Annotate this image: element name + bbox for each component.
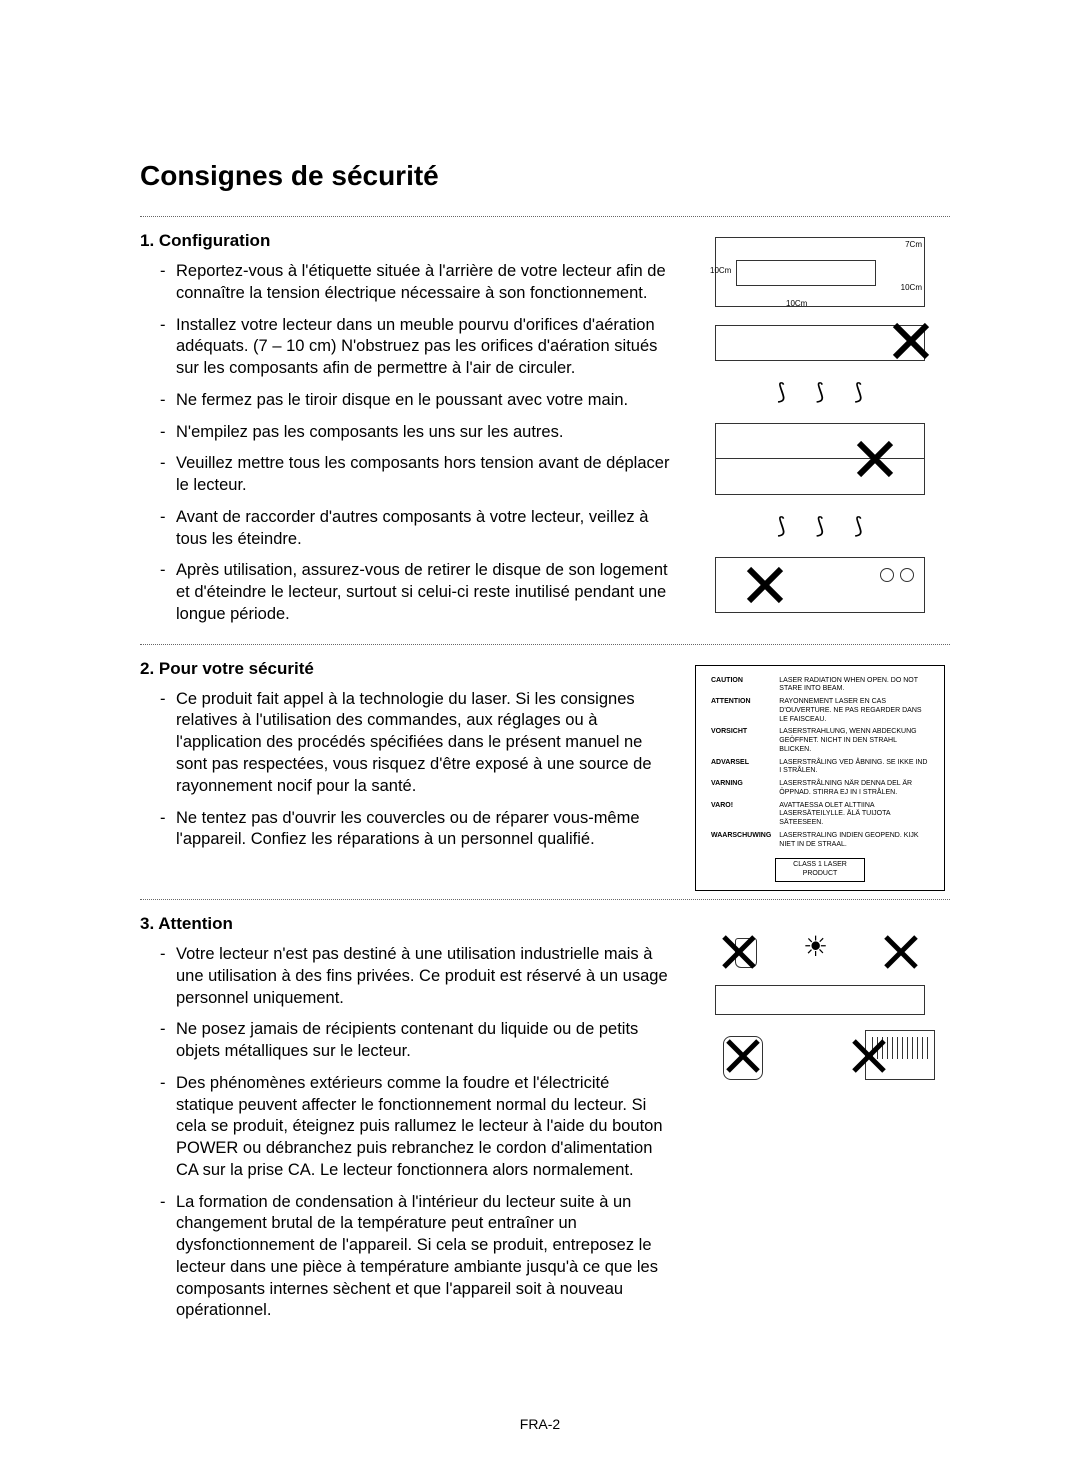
list-item: Installez votre lecteur dans un meuble p… (176, 315, 670, 380)
item-list: Reportez-vous à l'étiquette située à l'a… (140, 261, 670, 626)
divider (140, 644, 950, 645)
prohibition-icon (721, 934, 757, 970)
section-attention: 3. Attention Votre lecteur n'est pas des… (140, 914, 950, 1332)
clearance-label: 7Cm (905, 240, 922, 249)
warn-lang: ADVARSEL (708, 758, 774, 778)
item-list: Votre lecteur n'est pas destiné à une ut… (140, 944, 670, 1322)
list-item: Avant de raccorder d'autres composants à… (176, 507, 670, 551)
stack-diagram (715, 423, 925, 495)
prohibition-icon (851, 1038, 887, 1074)
list-item: Des phénomènes extérieurs comme la foudr… (176, 1073, 670, 1182)
tray-push-diagram (715, 325, 925, 361)
device-icon (736, 260, 876, 286)
device-icon (715, 985, 925, 1015)
warn-text: RAYONNEMENT LASER EN CAS D'OUVERTURE. NE… (776, 697, 932, 725)
list-item: Votre lecteur n'est pas destiné à une ut… (176, 944, 670, 1009)
prohibition-icon (883, 934, 919, 970)
warn-text: LASERSTRÅLING VED ÅBNING. SE IKKE IND I … (776, 758, 932, 778)
warn-lang: ATTENTION (708, 697, 774, 725)
class1-label: CLASS 1 LASER PRODUCT (775, 858, 865, 882)
section-text: 1. Configuration Reportez-vous à l'étiqu… (140, 231, 670, 636)
warn-lang: WAARSCHUWING (708, 831, 774, 851)
section-heading: 1. Configuration (140, 231, 670, 251)
warn-text: LASERSTRÅLNING NÄR DENNA DEL ÄR ÖPPNAD. … (776, 779, 932, 799)
list-item: Ne posez jamais de récipients contenant … (176, 1019, 670, 1063)
section-heading: 2. Pour votre sécurité (140, 659, 670, 679)
clearance-label: 10Cm (786, 299, 807, 308)
section-safety: 2. Pour votre sécurité Ce produit fait a… (140, 659, 950, 891)
list-item: Ne tentez pas d'ouvrir les couvercles ou… (176, 808, 670, 852)
heat-waves-icon: ⟆⟆⟆ (715, 513, 925, 539)
prohibition-icon (891, 321, 931, 361)
list-item: N'empilez pas les composants les uns sur… (176, 422, 670, 444)
warn-lang: CAUTION (708, 676, 774, 696)
list-item: Ce produit fait appel à la technologie d… (176, 689, 670, 798)
laser-warning-label: CAUTIONLASER RADIATION WHEN OPEN. DO NOT… (695, 665, 945, 891)
section-figure: ☀ (690, 914, 950, 1332)
clearance-label: 10Cm (710, 266, 731, 275)
hazards-diagram: ☀ (705, 920, 935, 1090)
page-number: FRA-2 (0, 1416, 1080, 1432)
divider (140, 216, 950, 217)
prohibition-icon (725, 1038, 761, 1074)
list-item: La formation de condensation à l'intérie… (176, 1192, 670, 1323)
warn-lang: VARO! (708, 801, 774, 829)
list-item: Veuillez mettre tous les composants hors… (176, 453, 670, 497)
warn-text: LASERSTRAHLUNG, WENN ABDECKUNG GEÖFFNET.… (776, 727, 932, 755)
heat-waves-icon: ⟆⟆⟆ (715, 379, 925, 405)
warn-lang: VORSICHT (708, 727, 774, 755)
prohibition-icon (855, 439, 895, 479)
section-heading: 3. Attention (140, 914, 670, 934)
list-item: Ne fermez pas le tiroir disque en le pou… (176, 390, 670, 412)
list-item: Après utilisation, assurez-vous de retir… (176, 560, 670, 625)
section-figure: CAUTIONLASER RADIATION WHEN OPEN. DO NOT… (690, 659, 950, 891)
section-figure: 7Cm 10Cm 10Cm 10Cm ⟆⟆⟆ ⟆⟆⟆ (690, 231, 950, 636)
section-configuration: 1. Configuration Reportez-vous à l'étiqu… (140, 231, 950, 636)
warn-text: LASERSTRALING INDIEN GEOPEND. KIJK NIET … (776, 831, 932, 851)
warn-lang: VARNING (708, 779, 774, 799)
page: Consignes de sécurité 1. Configuration R… (0, 0, 1080, 1372)
divider (140, 899, 950, 900)
section-text: 2. Pour votre sécurité Ce produit fait a… (140, 659, 670, 891)
item-list: Ce produit fait appel à la technologie d… (140, 689, 670, 851)
prohibition-icon (745, 565, 785, 605)
section-text: 3. Attention Votre lecteur n'est pas des… (140, 914, 670, 1332)
page-title: Consignes de sécurité (140, 160, 950, 192)
clearance-diagram: 7Cm 10Cm 10Cm 10Cm (715, 237, 925, 307)
warn-text: AVATTAESSA OLET ALTTIINA LASERSÄTEILYLLE… (776, 801, 932, 829)
clearance-label: 10Cm (901, 283, 922, 292)
amplifier-diagram (715, 557, 925, 613)
warn-text: LASER RADIATION WHEN OPEN. DO NOT STARE … (776, 676, 932, 696)
sun-icon: ☀ (803, 930, 828, 963)
list-item: Reportez-vous à l'étiquette située à l'a… (176, 261, 670, 305)
